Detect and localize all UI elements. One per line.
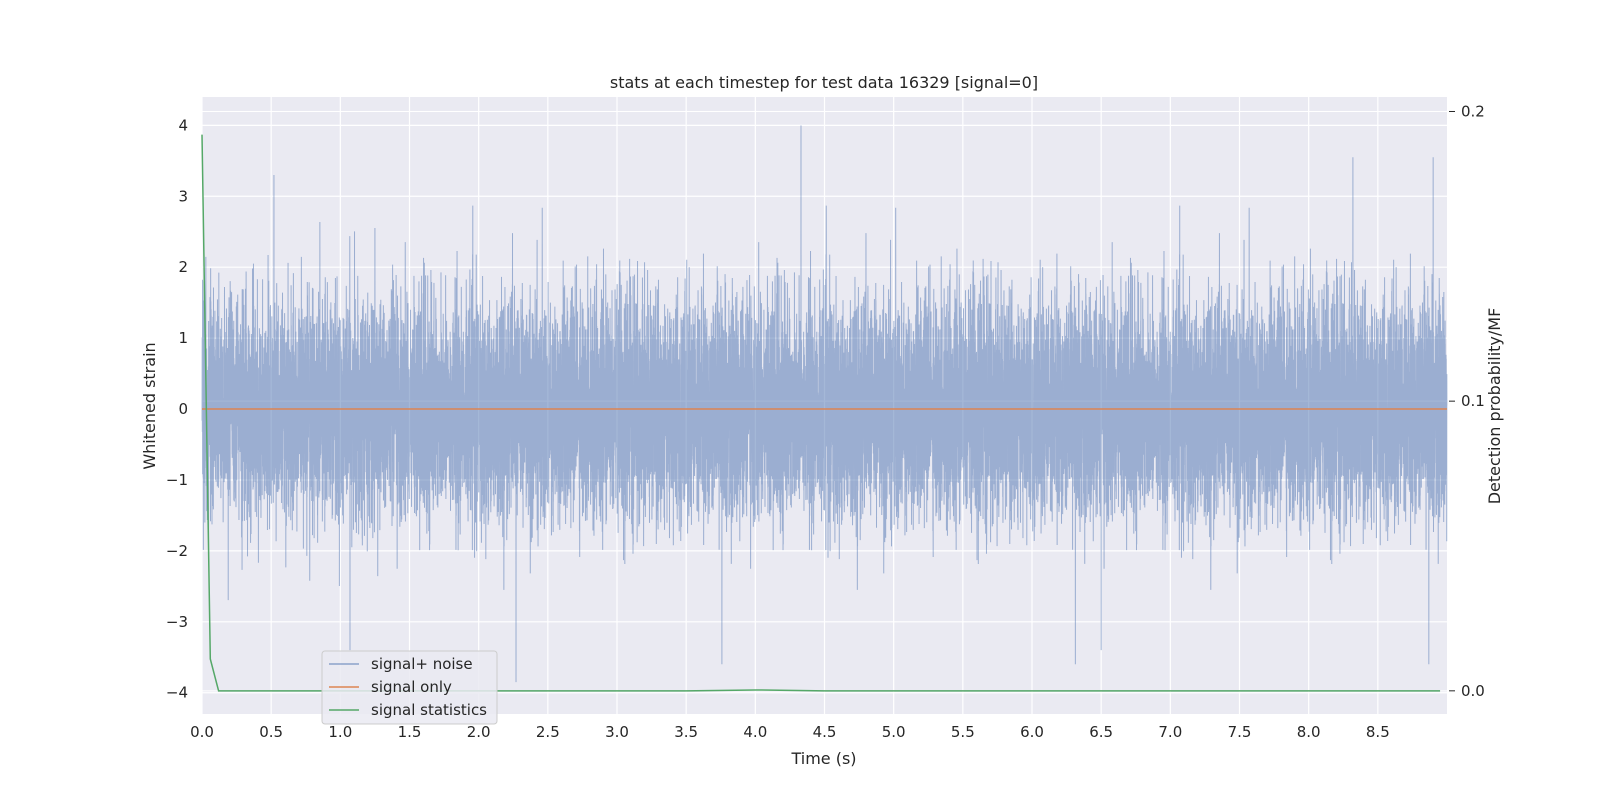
- y-tick-label: 3: [178, 187, 188, 205]
- y-tick-label: −4: [166, 684, 188, 702]
- x-tick-label: 5.0: [882, 723, 906, 741]
- x-tick-label: 1.5: [398, 723, 422, 741]
- y-tick-label: 1: [178, 329, 188, 347]
- x-tick-label: 6.0: [1020, 723, 1044, 741]
- y-tick-label: 0: [178, 400, 188, 418]
- y2-axis-label: Detection probability/MF: [1485, 308, 1504, 505]
- y-axis-ticks: −4 −3 −2 −1 0 1 2 3 4: [166, 116, 188, 701]
- x-tick-label: 6.5: [1089, 723, 1113, 741]
- x-tick-label: 4.5: [813, 723, 837, 741]
- y2-tick-label: 0.2: [1461, 102, 1485, 120]
- series-line-signal-plus-noise: [201, 125, 1448, 683]
- y-tick-label: −1: [166, 471, 188, 489]
- legend-label-signal-statistics: signal statistics: [371, 701, 487, 719]
- x-axis-label: Time (s): [790, 749, 856, 768]
- x-tick-label: 3.5: [674, 723, 698, 741]
- chart-title: stats at each timestep for test data 163…: [610, 73, 1038, 92]
- x-tick-label: 7.5: [1228, 723, 1252, 741]
- x-tick-label: 2.0: [467, 723, 491, 741]
- x-tick-label: 0.5: [259, 723, 283, 741]
- legend-label-signal-plus-noise: signal+ noise: [371, 655, 473, 673]
- x-tick-label: 4.0: [743, 723, 767, 741]
- series-line-signal-statistics: [201, 134, 1441, 692]
- x-tick-label: 5.5: [951, 723, 975, 741]
- x-tick-label: 3.0: [605, 723, 629, 741]
- legend-box: [321, 650, 498, 725]
- y2-axis-ticks: 0.0 0.1 0.2: [1449, 102, 1485, 700]
- legend-label-signal-only: signal only: [371, 678, 452, 696]
- series-signal-plus-noise: [201, 125, 1448, 683]
- x-axis-ticks: 0.0 0.5 1.0 1.5 2.0 2.5 3.0 3.5 4.0 4.5 5.0 5.5 6.0 6…: [190, 723, 1390, 741]
- y-axis-label: Whitened strain: [140, 342, 159, 469]
- legend: signal+ noise signal only signal statist…: [321, 650, 498, 725]
- series-signal-statistics: [201, 134, 1441, 692]
- x-tick-label: 1.0: [328, 723, 352, 741]
- x-tick-label: 8.0: [1297, 723, 1321, 741]
- y2-tick-label: 0.0: [1461, 682, 1485, 700]
- y2-tick-label: 0.1: [1461, 392, 1485, 410]
- x-tick-label: 7.0: [1158, 723, 1182, 741]
- x-tick-label: 8.5: [1366, 723, 1390, 741]
- y-tick-label: −3: [166, 613, 188, 631]
- y-tick-label: −2: [166, 542, 188, 560]
- y-tick-label: 2: [178, 258, 188, 276]
- x-tick-label: 0.0: [190, 723, 214, 741]
- y-tick-label: 4: [178, 116, 188, 134]
- x-tick-label: 2.5: [536, 723, 560, 741]
